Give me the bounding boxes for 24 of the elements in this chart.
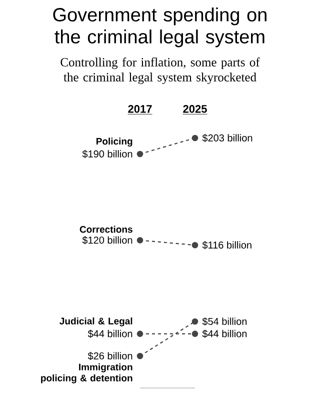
series-label: Immigration policing & detention	[41, 363, 132, 384]
data-label: $203 billion	[202, 134, 252, 142]
data-label: $190 billion	[82, 150, 132, 158]
data-label: $44 billion	[202, 330, 247, 338]
data-label: $54 billion	[202, 317, 247, 326]
data-label: $120 billion	[82, 236, 132, 244]
point	[136, 150, 144, 158]
series-label: Judicial & Legal	[60, 317, 132, 326]
point	[192, 330, 198, 337]
data-label: $116 billion	[202, 241, 252, 250]
chart-subtitle: Controlling for inflation, some parts of the criminal legal system skyrocketed	[60, 58, 260, 84]
point	[192, 134, 198, 142]
x-tick-label: 2025	[183, 105, 207, 113]
point	[136, 352, 144, 360]
point	[136, 330, 144, 337]
point	[192, 242, 198, 248]
data-label: $44 billion	[88, 330, 132, 338]
data-label: $26 billion	[88, 352, 132, 360]
series-label: Corrections	[80, 226, 132, 233]
chart-title: Government spending on the criminal legal system	[53, 8, 266, 48]
point	[136, 237, 144, 244]
series-label: Policing	[96, 138, 132, 147]
point	[192, 318, 198, 325]
x-tick-label: 2017	[128, 105, 152, 113]
